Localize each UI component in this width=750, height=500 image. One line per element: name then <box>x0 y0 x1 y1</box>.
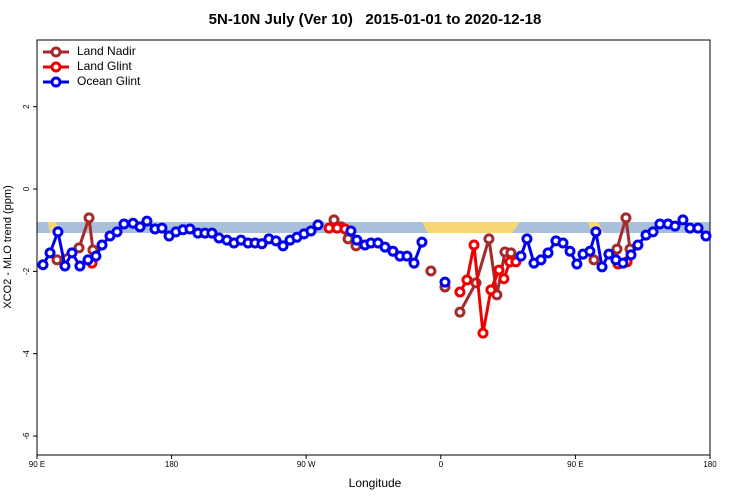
data-point <box>111 226 123 238</box>
data-point <box>277 240 289 252</box>
data-point <box>647 226 659 238</box>
data-point <box>617 257 629 269</box>
y-tick-label: 0 <box>22 186 31 191</box>
data-point <box>571 258 583 270</box>
data-point <box>44 247 56 259</box>
x-tick-label: 180 <box>703 460 717 469</box>
data-point <box>439 276 451 288</box>
data-point <box>669 220 681 232</box>
data-point <box>66 247 78 259</box>
data-point <box>134 221 146 233</box>
legend-marker <box>50 61 62 73</box>
y-tick-label: -2 <box>22 267 31 275</box>
data-point <box>74 260 86 272</box>
data-point <box>603 248 615 260</box>
data-point <box>584 245 596 257</box>
data-point <box>596 261 608 273</box>
data-point <box>379 241 391 253</box>
data-point <box>408 257 420 269</box>
data-point <box>588 254 600 266</box>
data-point <box>454 286 466 298</box>
data-point <box>611 243 623 255</box>
chart-title: 5N-10N July (Ver 10) 2015-01-01 to 2020-… <box>209 11 542 28</box>
x-tick-label: 0 <box>439 460 444 469</box>
legend-label: Ocean Glint <box>77 74 141 88</box>
data-point <box>256 238 268 250</box>
data-point <box>156 222 168 234</box>
ocean-strip <box>37 222 710 233</box>
data-point <box>505 247 517 259</box>
y-tick-label: -6 <box>22 432 31 440</box>
data-point <box>270 235 282 247</box>
data-point <box>483 233 495 245</box>
data-point <box>498 273 510 285</box>
data-point <box>557 237 569 249</box>
data-point <box>59 260 71 272</box>
land-strip <box>422 222 520 233</box>
data-point <box>590 226 602 238</box>
data-point <box>493 264 505 276</box>
data-point <box>312 219 324 231</box>
data-point <box>305 225 317 237</box>
data-point <box>521 233 533 245</box>
legend-marker <box>50 46 62 58</box>
data-point <box>206 227 218 239</box>
data-point <box>52 226 64 238</box>
data-point <box>632 239 644 251</box>
legend-label: Land Nadir <box>77 44 136 58</box>
data-point <box>425 265 437 277</box>
data-point <box>485 284 497 296</box>
data-point <box>184 223 196 235</box>
data-point <box>461 274 473 286</box>
data-point <box>90 250 102 262</box>
data-point <box>401 250 413 262</box>
data-point <box>351 234 363 246</box>
x-tick-label: 180 <box>165 460 179 469</box>
data-point <box>73 242 85 254</box>
data-point <box>96 239 108 251</box>
data-point <box>83 212 95 224</box>
data-point <box>387 245 399 257</box>
x-tick-label: 90 E <box>567 460 583 469</box>
data-point <box>468 239 480 251</box>
data-point <box>141 215 153 227</box>
map-strip <box>37 222 710 233</box>
legend-marker <box>50 76 62 88</box>
data-point <box>416 236 428 248</box>
data-point <box>620 212 632 224</box>
data-point <box>37 259 49 271</box>
data-point <box>345 225 357 237</box>
data-point <box>118 218 130 230</box>
data-point <box>454 306 466 318</box>
x-axis-label: Longitude <box>349 476 402 490</box>
x-tick-label: 90 E <box>29 460 45 469</box>
data-point <box>692 222 704 234</box>
data-point <box>542 247 554 259</box>
y-tick-label: 2 <box>22 104 31 109</box>
plot-frame <box>36 39 711 456</box>
data-point <box>625 249 637 261</box>
legend-label: Land Glint <box>77 59 132 73</box>
y-axis-label: XCO2 - MLO trend (ppm) <box>2 185 14 308</box>
data-point <box>564 245 576 257</box>
data-point <box>515 250 527 262</box>
data-point <box>51 254 63 266</box>
x-tick-label: 90 W <box>297 460 316 469</box>
y-tick-label: -4 <box>22 350 31 358</box>
data-point <box>535 254 547 266</box>
data-point <box>700 230 712 242</box>
data-point <box>677 214 689 226</box>
data-point <box>477 327 489 339</box>
